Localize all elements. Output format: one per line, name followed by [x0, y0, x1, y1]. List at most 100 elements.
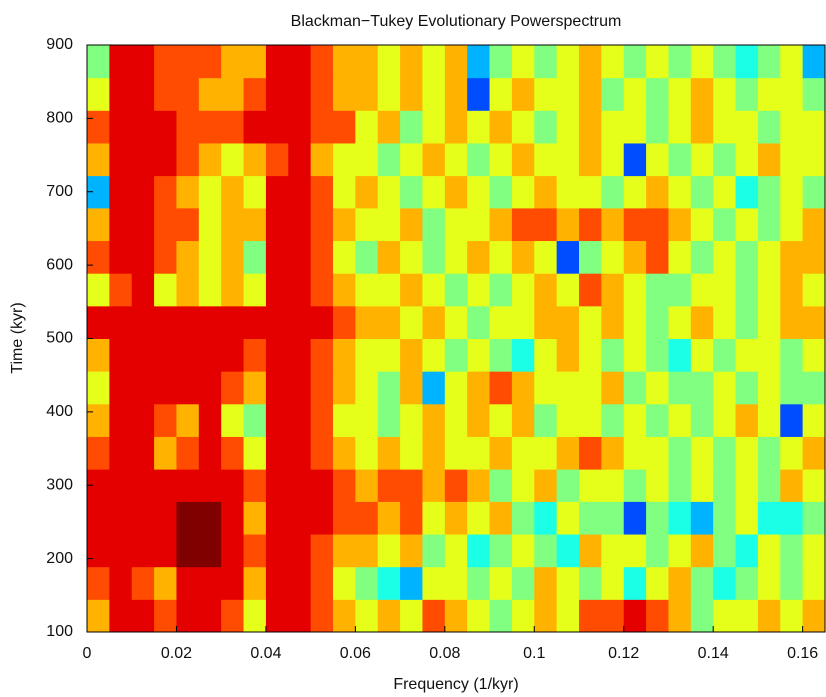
- heatmap-cell: [444, 110, 468, 144]
- heatmap-cell: [176, 599, 200, 633]
- heatmap-cell: [422, 273, 446, 307]
- heatmap-cell: [333, 142, 356, 177]
- heatmap-cell: [690, 45, 714, 79]
- heatmap-cell: [579, 45, 602, 79]
- heatmap-cell: [109, 534, 133, 568]
- heatmap-cell: [131, 469, 155, 502]
- heatmap-cell: [489, 142, 513, 177]
- heatmap-cell: [198, 338, 222, 372]
- heatmap-cell: [534, 338, 558, 372]
- heatmap-cell: [757, 599, 781, 633]
- heatmap-cell: [355, 207, 379, 242]
- heatmap-cell: [668, 403, 692, 437]
- heatmap-cell: [601, 469, 625, 502]
- heatmap-cell: [802, 45, 826, 79]
- heatmap-cell: [534, 501, 558, 535]
- heatmap-cell: [400, 142, 423, 177]
- heatmap-cell: [646, 599, 669, 633]
- heatmap-cell: [198, 599, 222, 633]
- heatmap-cell: [444, 534, 468, 568]
- heatmap-cell: [489, 240, 513, 274]
- heatmap-cell: [780, 240, 804, 274]
- heatmap-cell: [601, 175, 625, 209]
- heatmap-cell: [735, 469, 759, 502]
- heatmap-cell: [288, 566, 312, 600]
- heatmap-cell: [265, 566, 289, 600]
- heatmap-cell: [623, 436, 647, 470]
- heatmap-cell: [377, 110, 401, 144]
- heatmap-cell: [87, 175, 110, 209]
- x-tick-label: 0.1: [523, 645, 545, 662]
- heatmap-cell: [400, 599, 423, 633]
- heatmap-cell: [288, 534, 312, 568]
- heatmap-cell: [623, 77, 647, 111]
- heatmap-cell: [601, 240, 625, 274]
- heatmap-cell: [265, 110, 289, 144]
- heatmap-cell: [131, 110, 155, 144]
- heatmap-cell: [668, 501, 692, 535]
- heatmap-cell: [288, 110, 312, 144]
- heatmap-cell: [556, 599, 580, 633]
- x-tick-label: 0.08: [429, 645, 460, 662]
- heatmap-cell: [735, 77, 759, 111]
- heatmap-cell: [780, 501, 804, 535]
- heatmap-cell: [87, 45, 110, 79]
- heatmap-cell: [422, 305, 446, 339]
- heatmap-cell: [556, 469, 580, 502]
- heatmap-cell: [288, 469, 312, 502]
- heatmap-cell: [422, 45, 446, 79]
- heatmap-cell: [310, 566, 334, 600]
- heatmap-cell: [601, 110, 625, 144]
- heatmap-cell: [511, 45, 535, 79]
- heatmap-cell: [556, 305, 580, 339]
- y-tick-label: 100: [46, 623, 73, 640]
- heatmap-cell: [288, 436, 312, 470]
- heatmap-cell: [646, 338, 669, 372]
- heatmap-cell: [131, 207, 155, 242]
- heatmap-cell: [288, 338, 312, 372]
- heatmap-cell: [735, 240, 759, 274]
- heatmap-cell: [243, 77, 267, 111]
- heatmap-cell: [713, 305, 737, 339]
- heatmap-cell: [176, 175, 200, 209]
- heatmap-cell: [265, 501, 289, 535]
- heatmap-cell: [668, 599, 692, 633]
- heatmap-cell: [444, 273, 468, 307]
- heatmap-cell: [243, 501, 267, 535]
- heatmap-cell: [802, 273, 826, 307]
- heatmap-cell: [579, 207, 602, 242]
- heatmap-cell: [243, 338, 267, 372]
- heatmap-cell: [757, 534, 781, 568]
- heatmap-cell: [534, 534, 558, 568]
- heatmap-cell: [668, 45, 692, 79]
- heatmap-cell: [489, 77, 513, 111]
- heatmap-cell: [802, 436, 826, 470]
- heatmap-cell: [265, 240, 289, 274]
- chart-title: Blackman−Tukey Evolutionary Powerspectru…: [291, 13, 622, 30]
- heatmap-cell: [489, 566, 513, 600]
- heatmap-cell: [221, 469, 245, 502]
- heatmap-cell: [221, 403, 245, 437]
- heatmap-cell: [221, 534, 245, 568]
- heatmap-cell: [310, 534, 334, 568]
- heatmap-cell: [489, 305, 513, 339]
- heatmap-cell: [422, 566, 446, 600]
- heatmap-cell: [355, 175, 379, 209]
- heatmap-cell: [400, 436, 423, 470]
- heatmap-cell: [757, 436, 781, 470]
- heatmap-cell: [489, 403, 513, 437]
- heatmap-cell: [400, 45, 423, 79]
- heatmap-cell: [288, 501, 312, 535]
- heatmap-cell: [288, 77, 312, 111]
- heatmap-cell: [154, 175, 177, 209]
- heatmap-cell: [176, 534, 200, 568]
- heatmap-cell: [131, 175, 155, 209]
- x-tick-label: 0.12: [608, 645, 639, 662]
- heatmap-cell: [780, 566, 804, 600]
- heatmap-cell: [511, 142, 535, 177]
- heatmap-cell: [802, 305, 826, 339]
- heatmap-cell: [221, 45, 245, 79]
- heatmap-cell: [154, 599, 177, 633]
- heatmap-cell: [87, 142, 110, 177]
- heatmap-cell: [288, 599, 312, 633]
